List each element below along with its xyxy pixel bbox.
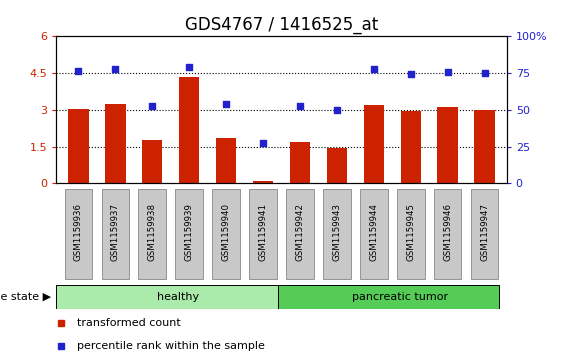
Text: GSM1159939: GSM1159939	[185, 203, 194, 261]
Point	[443, 69, 452, 75]
FancyBboxPatch shape	[101, 189, 129, 279]
Text: healthy: healthy	[157, 292, 199, 302]
FancyBboxPatch shape	[56, 285, 278, 309]
Bar	[142, 140, 163, 183]
Bar	[216, 138, 236, 183]
FancyBboxPatch shape	[278, 285, 499, 309]
Point	[74, 68, 83, 73]
Point	[332, 107, 341, 113]
Title: GDS4767 / 1416525_at: GDS4767 / 1416525_at	[185, 16, 378, 34]
FancyBboxPatch shape	[175, 189, 203, 279]
Point	[222, 101, 231, 106]
Bar	[68, 109, 88, 183]
Text: GSM1159946: GSM1159946	[443, 203, 452, 261]
FancyBboxPatch shape	[397, 189, 425, 279]
Point	[406, 71, 415, 77]
Text: GSM1159945: GSM1159945	[406, 203, 415, 261]
FancyBboxPatch shape	[323, 189, 351, 279]
Point	[296, 103, 305, 109]
Text: GSM1159941: GSM1159941	[258, 203, 267, 261]
Point	[369, 66, 378, 72]
Bar	[364, 105, 384, 183]
FancyBboxPatch shape	[286, 189, 314, 279]
Bar	[400, 111, 421, 183]
Text: GSM1159940: GSM1159940	[222, 203, 231, 261]
Bar	[179, 77, 199, 183]
Bar	[437, 107, 458, 183]
Bar	[105, 104, 126, 183]
Text: transformed count: transformed count	[77, 318, 180, 327]
FancyBboxPatch shape	[138, 189, 166, 279]
Point	[111, 66, 120, 72]
Text: GSM1159947: GSM1159947	[480, 203, 489, 261]
Bar	[475, 110, 495, 183]
FancyBboxPatch shape	[212, 189, 240, 279]
Text: GSM1159938: GSM1159938	[148, 203, 157, 261]
Bar	[253, 182, 273, 183]
Text: GSM1159942: GSM1159942	[296, 203, 305, 261]
Point	[148, 103, 157, 109]
FancyBboxPatch shape	[471, 189, 498, 279]
Text: pancreatic tumor: pancreatic tumor	[351, 292, 448, 302]
Text: GSM1159943: GSM1159943	[332, 203, 341, 261]
Text: disease state ▶: disease state ▶	[0, 292, 51, 302]
FancyBboxPatch shape	[434, 189, 462, 279]
Bar	[327, 148, 347, 183]
Text: GSM1159944: GSM1159944	[369, 203, 378, 261]
Text: GSM1159936: GSM1159936	[74, 203, 83, 261]
Bar	[290, 142, 310, 183]
Text: GSM1159937: GSM1159937	[111, 203, 120, 261]
FancyBboxPatch shape	[249, 189, 277, 279]
Point	[480, 70, 489, 76]
Text: percentile rank within the sample: percentile rank within the sample	[77, 341, 265, 351]
Point	[185, 64, 194, 70]
FancyBboxPatch shape	[65, 189, 92, 279]
FancyBboxPatch shape	[360, 189, 388, 279]
Point	[258, 140, 267, 146]
